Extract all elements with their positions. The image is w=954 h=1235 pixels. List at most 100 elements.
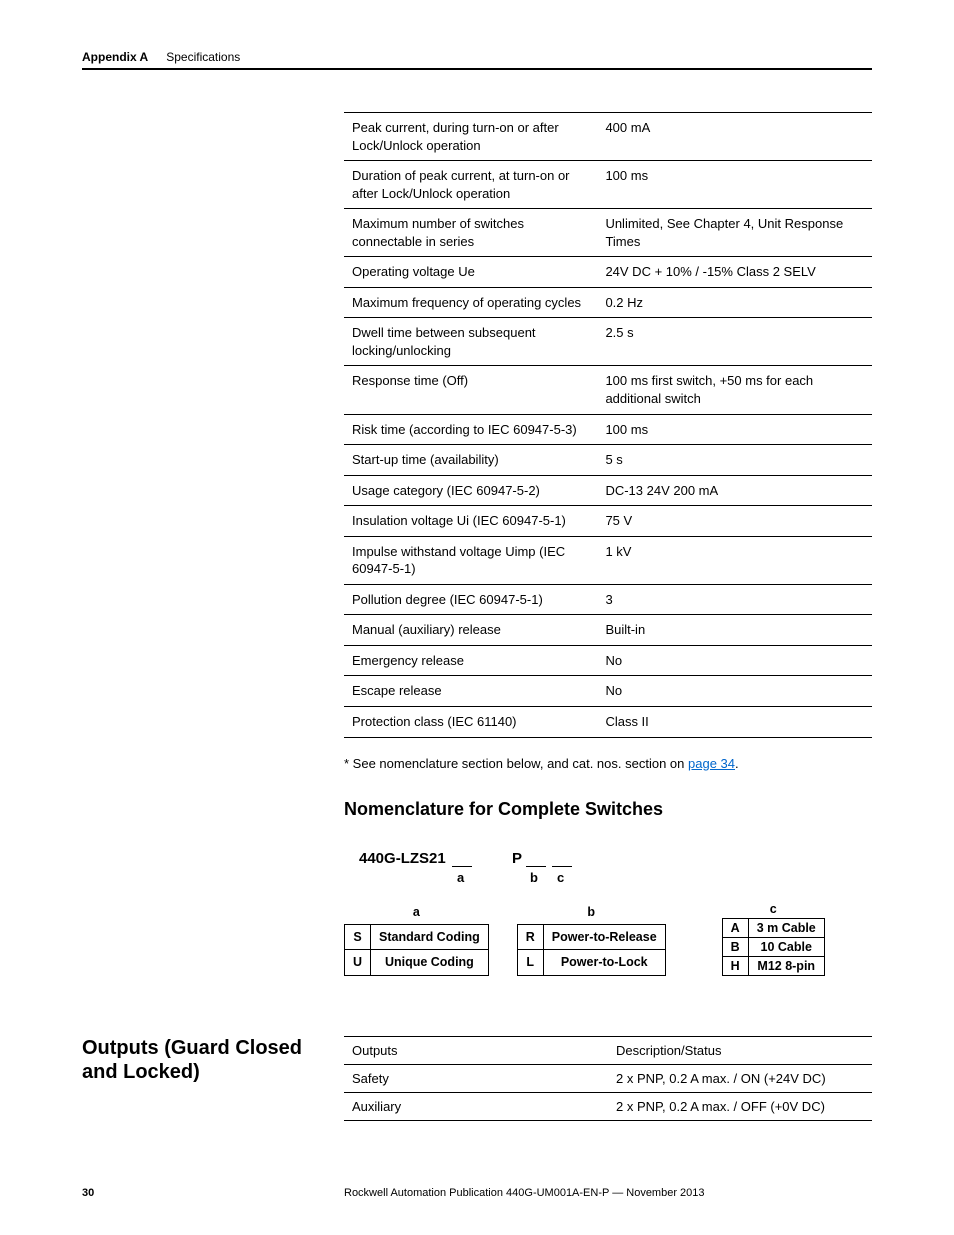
nomen-code: A [722,918,748,937]
spec-value: No [597,645,872,676]
nomenclature-heading: Nomenclature for Complete Switches [344,799,872,820]
footnote-prefix: * See nomenclature section below, and ca… [344,756,688,771]
spec-value: 3 [597,584,872,615]
spec-label: Peak current, during turn-on or after Lo… [344,113,597,161]
appendix-label: Appendix A [82,50,148,64]
nomen-code: L [517,950,543,975]
publication-info: Rockwell Automation Publication 440G-UM0… [344,1187,872,1199]
spec-value: 100 ms [597,414,872,445]
spec-value: Built-in [597,615,872,646]
nomenclature-diagram: 440G-LZS21 P a b c [344,850,872,920]
spec-value: 400 mA [597,113,872,161]
spec-label: Manual (auxiliary) release [344,615,597,646]
nomen-code: H [722,956,748,975]
outputs-header-1: Outputs [344,1036,608,1064]
table-row: Protection class (IEC 61140)Class II [344,707,872,738]
spec-label: Start-up time (availability) [344,445,597,476]
nomen-label: 10 Cable [748,937,824,956]
table-row: Pollution degree (IEC 60947-5-1)3 [344,584,872,615]
table-row: Response time (Off)100 ms first switch, … [344,366,872,414]
nomen-label: Power-to-Lock [543,950,665,975]
spec-label: Dwell time between subsequent locking/un… [344,318,597,366]
table-row: Escape releaseNo [344,676,872,707]
nomen-code: B [722,937,748,956]
spec-label: Maximum frequency of operating cycles [344,287,597,318]
table-row: Auxiliary2 x PNP, 0.2 A max. / OFF (+0V … [344,1092,872,1120]
spec-label: Response time (Off) [344,366,597,414]
table-row: Insulation voltage Ui (IEC 60947-5-1)75 … [344,506,872,537]
nomen-label: Unique Coding [371,950,489,975]
table-row: Impulse withstand voltage Uimp (IEC 6094… [344,536,872,584]
outputs-heading: Outputs (Guard Closed and Locked) [82,1036,344,1084]
table-row: Usage category (IEC 60947-5-2)DC-13 24V … [344,475,872,506]
table-row: Dwell time between subsequent locking/un… [344,318,872,366]
fixed-p: P [512,850,522,867]
outputs-table: Outputs Description/Status Safety2 x PNP… [344,1036,872,1121]
table-row: Manual (auxiliary) releaseBuilt-in [344,615,872,646]
table-row: Maximum frequency of operating cycles0.2… [344,287,872,318]
table-row: Peak current, during turn-on or after Lo… [344,113,872,161]
table-row: Maximum number of switches connectable i… [344,209,872,257]
letter-c: c [557,870,564,885]
table-row: Duration of peak current, at turn-on or … [344,161,872,209]
spec-label: Impulse withstand voltage Uimp (IEC 6094… [344,536,597,584]
spec-label: Duration of peak current, at turn-on or … [344,161,597,209]
spec-value: 0.2 Hz [597,287,872,318]
slot-a [452,866,472,867]
table-row: RPower-to-Release [517,924,665,949]
letter-b: b [530,870,538,885]
spec-value: 100 ms [597,161,872,209]
table-row: LPower-to-Lock [517,950,665,975]
spec-value: 100 ms first switch, +50 ms for each add… [597,366,872,414]
letter-a: a [457,870,464,885]
spec-value: DC-13 24V 200 mA [597,475,872,506]
page-link[interactable]: page 34 [688,756,735,771]
spec-label: Pollution degree (IEC 60947-5-1) [344,584,597,615]
page-footer: 30 Rockwell Automation Publication 440G-… [82,1187,872,1199]
spec-label: Risk time (according to IEC 60947-5-3) [344,414,597,445]
spec-label: Emergency release [344,645,597,676]
nomen-label: Power-to-Release [543,924,665,949]
spec-label: Protection class (IEC 61140) [344,707,597,738]
spec-value: Class II [597,707,872,738]
spec-table: Peak current, during turn-on or after Lo… [344,112,872,738]
table-row: Risk time (according to IEC 60947-5-3)10… [344,414,872,445]
product-code: 440G-LZS21 [359,850,446,867]
spec-value: 5 s [597,445,872,476]
table-row: B10 Cable [722,937,824,956]
spec-label: Escape release [344,676,597,707]
table-row: Safety2 x PNP, 0.2 A max. / ON (+24V DC) [344,1064,872,1092]
nomen-label: 3 m Cable [748,918,824,937]
table-row: Start-up time (availability)5 s [344,445,872,476]
nomen-code: U [345,950,371,975]
table-row: HM12 8-pin [722,956,824,975]
nomen-code: S [345,924,371,949]
footnote-suffix: . [735,756,739,771]
spec-value: 24V DC + 10% / -15% Class 2 SELV [597,257,872,288]
appendix-title: Specifications [166,50,240,64]
nomen-label: M12 8-pin [748,956,824,975]
table-row: Emergency releaseNo [344,645,872,676]
spec-label: Operating voltage Ue [344,257,597,288]
output-desc: 2 x PNP, 0.2 A max. / OFF (+0V DC) [608,1092,872,1120]
spec-label: Insulation voltage Ui (IEC 60947-5-1) [344,506,597,537]
slot-c [552,866,572,867]
spec-value: Unlimited, See Chapter 4, Unit Response … [597,209,872,257]
table-row: Operating voltage Ue24V DC + 10% / -15% … [344,257,872,288]
slot-b [526,866,546,867]
table-row: Outputs Description/Status [344,1036,872,1064]
table-row: A3 m Cable [722,918,824,937]
nomen-label: Standard Coding [371,924,489,949]
table-row: UUnique Coding [345,950,489,975]
footnote: * See nomenclature section below, and ca… [344,756,872,771]
outputs-header-2: Description/Status [608,1036,872,1064]
spec-value: 75 V [597,506,872,537]
output-desc: 2 x PNP, 0.2 A max. / ON (+24V DC) [608,1064,872,1092]
page-header: Appendix A Specifications [82,50,872,70]
nomen-code: R [517,924,543,949]
spec-value: 1 kV [597,536,872,584]
spec-value: 2.5 s [597,318,872,366]
spec-value: No [597,676,872,707]
output-name: Auxiliary [344,1092,608,1120]
output-name: Safety [344,1064,608,1092]
